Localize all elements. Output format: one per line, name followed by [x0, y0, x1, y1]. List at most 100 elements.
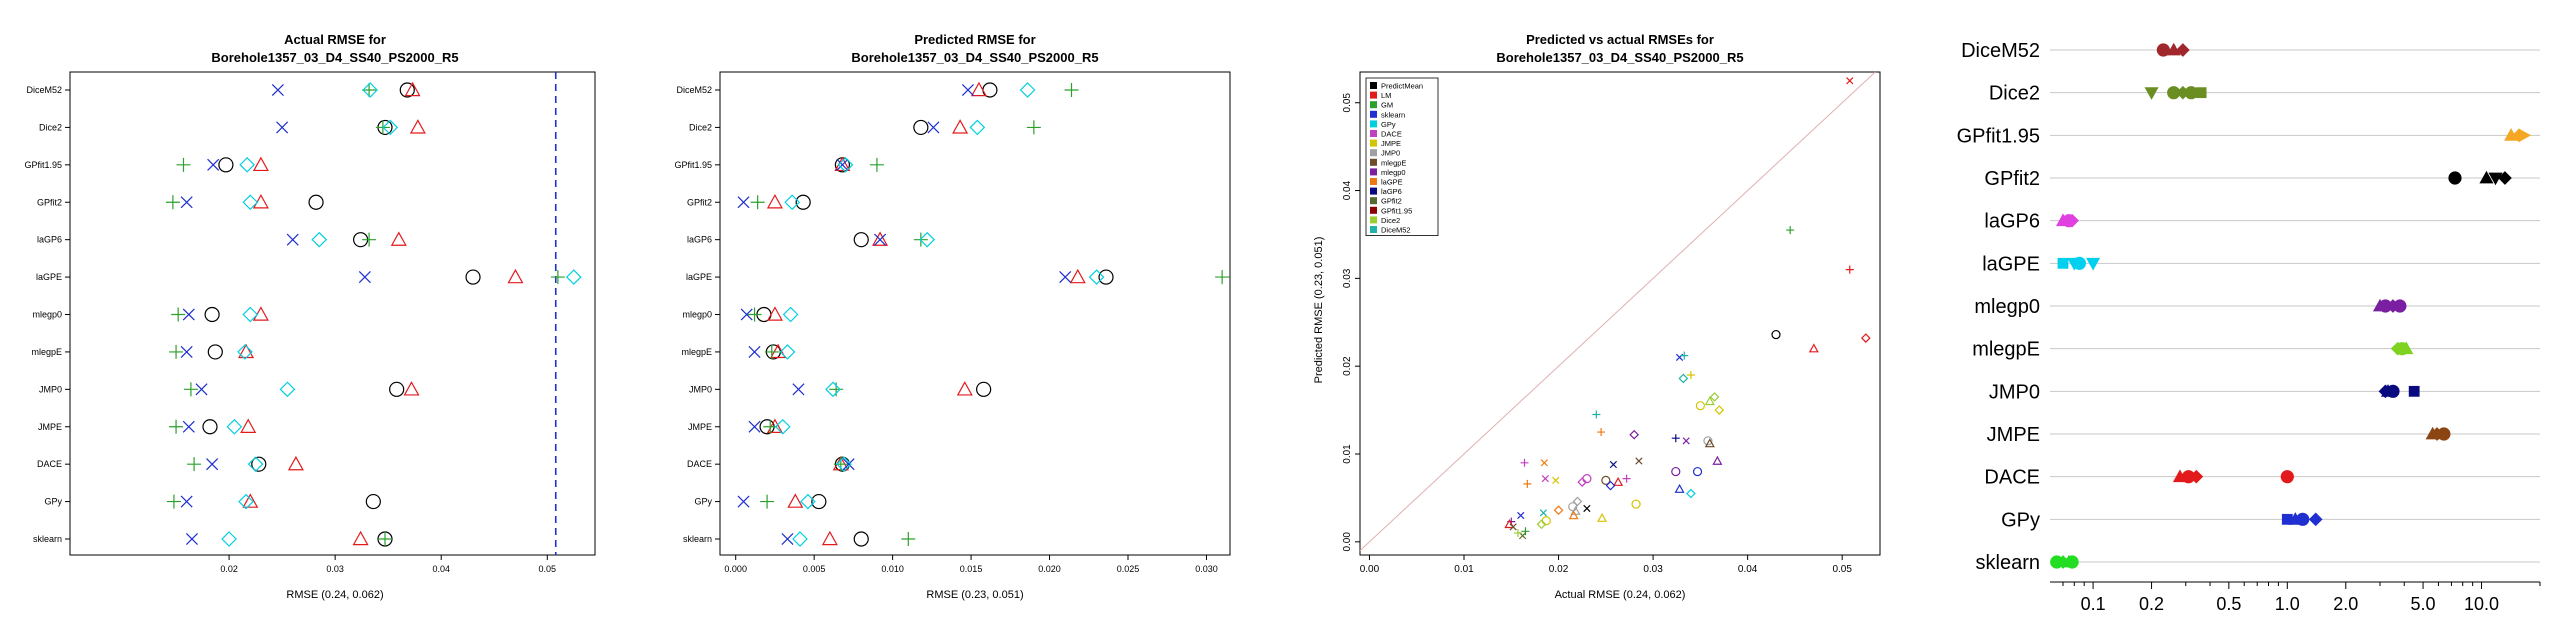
- data-point: [2065, 213, 2079, 228]
- data-point: [1682, 437, 1690, 445]
- legend-label: GM: [1381, 101, 1393, 110]
- legend-label: laGPE: [1381, 178, 1403, 187]
- data-point: [842, 458, 855, 471]
- data-point: [1572, 496, 1583, 507]
- data-point: [2448, 171, 2462, 185]
- data-point: [1568, 510, 1579, 520]
- data-point: [166, 494, 181, 509]
- category-label: mlegp0: [682, 310, 712, 320]
- data-point: [795, 194, 811, 210]
- x-tick-label: 5.0: [2411, 594, 2436, 614]
- legend-swatch: [1370, 130, 1377, 137]
- data-point: [1513, 529, 1522, 538]
- legend-label: JMPE: [1381, 139, 1401, 148]
- category-label: mlegpE: [1972, 339, 2040, 361]
- data-point: [1771, 329, 1781, 340]
- data-point: [747, 307, 762, 322]
- data-point: [821, 530, 838, 546]
- data-point: [2296, 512, 2310, 526]
- data-point: [837, 156, 854, 173]
- data-point: [1504, 519, 1515, 529]
- x-tick-label: 0.03: [326, 564, 344, 574]
- data-point: [853, 232, 869, 248]
- data-point: [750, 195, 765, 210]
- data-point: [550, 270, 565, 285]
- data-point: [1536, 519, 1547, 530]
- legend-swatch: [1370, 91, 1377, 99]
- x-tick-label: 0.04: [432, 564, 450, 574]
- legend-label: DiceM52: [1381, 226, 1411, 235]
- panel-2-xlabel: RMSE (0.23, 0.051): [926, 589, 1023, 601]
- data-point: [1686, 488, 1696, 499]
- data-point: [226, 418, 243, 435]
- x-tick-label: 0.025: [1117, 564, 1140, 574]
- data-point: [218, 157, 234, 173]
- category-label: JMP0: [39, 384, 62, 394]
- data-point: [242, 194, 259, 211]
- data-point: [1704, 396, 1715, 406]
- data-point: [2057, 257, 2069, 269]
- data-point: [352, 530, 369, 546]
- data-point: [362, 83, 377, 97]
- x-tick-label: 0.02: [220, 564, 238, 574]
- legend-label: PredictMean: [1381, 82, 1423, 91]
- data-point: [279, 381, 296, 398]
- data-point: [825, 381, 841, 398]
- data-point: [961, 83, 974, 97]
- legend-label: GPfit1.95: [1381, 206, 1412, 215]
- data-point: [2498, 171, 2512, 185]
- x-tick-label: 0.1: [2081, 594, 2106, 614]
- data-point: [1509, 523, 1517, 531]
- data-point: [1860, 333, 1871, 343]
- data-point: [792, 383, 805, 396]
- data-point: [1709, 392, 1720, 402]
- data-point: [171, 307, 186, 322]
- x-tick-label: 0.05: [539, 564, 557, 574]
- x-tick-label: 0.020: [1038, 564, 1061, 574]
- category-label: GPfit1.95: [24, 160, 62, 170]
- y-tick-label: 0.00: [1342, 532, 1353, 552]
- data-point: [782, 306, 799, 323]
- data-point: [2280, 470, 2294, 484]
- data-point: [169, 419, 184, 434]
- data-point: [970, 81, 987, 97]
- data-point: [1678, 373, 1689, 384]
- data-point: [2166, 42, 2181, 56]
- data-point: [800, 493, 816, 510]
- data-point: [787, 493, 804, 508]
- y-tick-label: 0.04: [1342, 180, 1353, 200]
- data-point: [1609, 460, 1618, 469]
- data-point: [740, 308, 753, 321]
- data-point: [565, 269, 582, 285]
- data-point: [1592, 410, 1601, 419]
- data-point: [766, 194, 783, 209]
- data-point: [358, 271, 371, 284]
- data-point: [287, 455, 304, 471]
- data-point: [2144, 87, 2159, 100]
- legend-label: DACE: [1381, 130, 1402, 139]
- x-tick-label: 0.000: [724, 564, 747, 574]
- category-label: Dice2: [689, 122, 712, 132]
- data-point: [1629, 429, 1640, 440]
- data-point: [1597, 512, 1608, 522]
- x-tick-label: 0.05: [1832, 564, 1852, 575]
- data-point: [1674, 483, 1685, 493]
- panel-3-title-line-2: Borehole1357_03_D4_SS40_PS2000_R5: [1496, 50, 1743, 65]
- data-point: [2399, 341, 2414, 355]
- category-label: JMP0: [689, 384, 712, 394]
- predicted-rmse-panel: Predicted RMSE for Borehole1357_03_D4_SS…: [674, 32, 1231, 601]
- data-point: [2518, 128, 2532, 143]
- data-point: [242, 493, 259, 508]
- data-point: [1523, 479, 1532, 488]
- data-point: [1671, 466, 1681, 477]
- data-point: [1541, 474, 1549, 483]
- legend-swatch: [1370, 178, 1377, 185]
- data-point: [403, 381, 420, 396]
- data-point: [1695, 401, 1705, 411]
- legend-label: mlegpE: [1381, 158, 1406, 167]
- data-point: [182, 308, 195, 321]
- category-label: JMPE: [688, 422, 712, 432]
- legend-swatch: [1370, 139, 1377, 147]
- panel-1-title-line-2: Borehole1357_03_D4_SS40_PS2000_R5: [211, 50, 458, 65]
- data-point: [1026, 120, 1041, 135]
